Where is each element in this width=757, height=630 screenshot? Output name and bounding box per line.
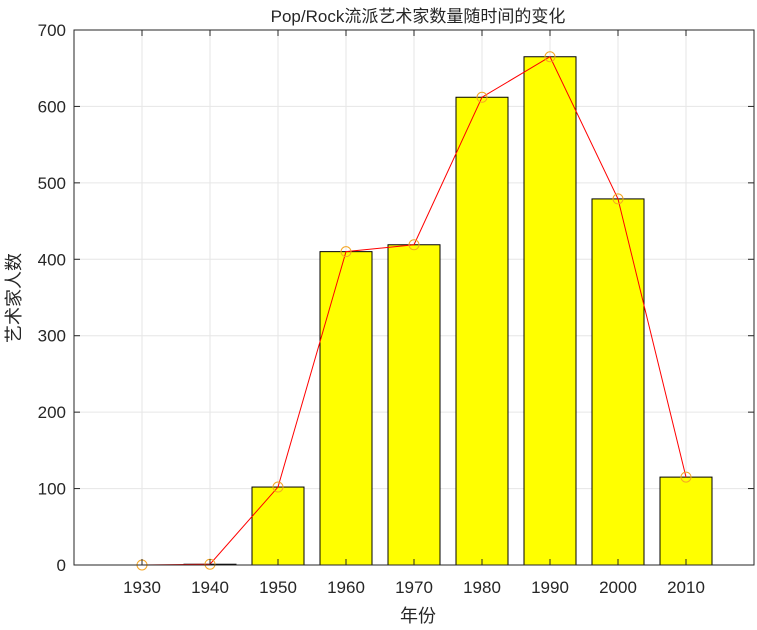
bar-1960 xyxy=(319,251,373,566)
x-axis-label: 年份 xyxy=(400,606,436,626)
trend-marker-1950 xyxy=(272,481,284,493)
bar-1950 xyxy=(251,486,305,566)
y-tick-label: 300 xyxy=(38,327,66,346)
trend-polyline xyxy=(141,56,687,566)
y-tick-label: 100 xyxy=(38,480,66,499)
y-axis-label: 艺术家人数 xyxy=(4,253,24,343)
x-tick-label: 1950 xyxy=(259,578,297,597)
x-tick-label: 2000 xyxy=(599,578,637,597)
axes xyxy=(73,29,755,566)
y-tick-label: 600 xyxy=(38,97,66,116)
x-tick-label: 1930 xyxy=(123,578,161,597)
y-tick-label: 0 xyxy=(57,556,66,575)
trend-marker-2000 xyxy=(612,193,624,205)
trend-line xyxy=(136,51,692,571)
trend-marker-1970 xyxy=(408,239,420,251)
x-tick-label: 1980 xyxy=(463,578,501,597)
x-tick-label: 2010 xyxy=(667,578,705,597)
bars xyxy=(183,56,713,566)
bar-1980 xyxy=(455,96,509,566)
trend-marker-2010 xyxy=(680,471,692,483)
bar-2000 xyxy=(591,198,645,566)
y-tick-label: 700 xyxy=(38,21,66,40)
x-tick-label: 1960 xyxy=(327,578,365,597)
y-tick-labels: 0 100 200 300 400 500 600 700 xyxy=(38,21,66,575)
y-tick-label: 200 xyxy=(38,403,66,422)
trend-marker-1980 xyxy=(476,91,488,103)
y-tick-label: 500 xyxy=(38,174,66,193)
x-tick-label: 1990 xyxy=(531,578,569,597)
x-tick-label: 1940 xyxy=(191,578,229,597)
trend-marker-1990 xyxy=(544,51,556,63)
bar-1990 xyxy=(523,56,577,566)
trend-marker-1960 xyxy=(340,246,352,258)
chart-title: Pop/Rock流派艺术家数量随时间的变化 xyxy=(271,7,566,26)
bar-1970 xyxy=(387,244,441,566)
x-tick-labels: 1930 1940 1950 1960 1970 1980 1990 2000 2010 xyxy=(123,578,705,597)
bar-2010 xyxy=(659,476,713,566)
y-tick-label: 400 xyxy=(38,250,66,269)
x-tick-label: 1970 xyxy=(395,578,433,597)
